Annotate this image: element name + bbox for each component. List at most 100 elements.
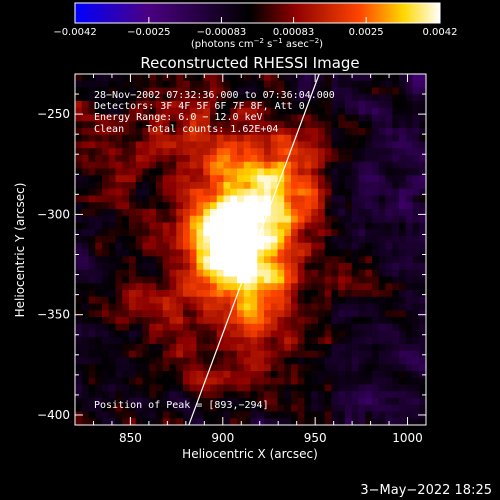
heatmap-cell <box>264 155 272 163</box>
heatmap-cell <box>324 134 333 143</box>
heatmap-cell <box>365 357 373 365</box>
heatmap-cell <box>108 168 117 176</box>
annotation-energy: Energy Range: 6.0 − 12.0 keV <box>94 112 263 123</box>
heatmap-cell <box>378 384 387 392</box>
heatmap-cell <box>365 128 373 136</box>
heatmap-cell <box>129 121 137 129</box>
heatmap-cell <box>378 121 387 129</box>
heatmap-cell <box>392 87 400 95</box>
heatmap-cell <box>338 107 346 116</box>
heatmap-cell <box>196 94 204 102</box>
heatmap-cell <box>162 87 171 95</box>
heatmap-cell <box>189 391 198 399</box>
heatmap-cell <box>345 161 353 170</box>
heatmap-cell <box>122 101 130 109</box>
heatmap-cell <box>399 161 407 170</box>
heatmap-cell <box>257 296 265 305</box>
heatmap-cell <box>156 209 164 217</box>
heatmap-cell <box>284 276 292 284</box>
heatmap-cell <box>75 303 83 311</box>
heatmap-cell <box>129 344 137 352</box>
heatmap-cell <box>149 134 157 143</box>
heatmap-cell <box>358 74 366 82</box>
heatmap-cell <box>365 296 373 305</box>
heatmap-cell <box>142 202 150 210</box>
colorbar-tick-label: −0.00083 <box>197 27 247 38</box>
heatmap-cell <box>372 209 380 217</box>
heatmap-cell <box>243 350 252 359</box>
heatmap-cell <box>324 371 333 379</box>
heatmap-cell <box>338 236 346 244</box>
heatmap-cell <box>351 303 360 311</box>
heatmap-cell <box>183 296 191 305</box>
heatmap-cell <box>88 330 96 338</box>
heatmap-cell <box>419 263 426 271</box>
heatmap-cell <box>210 269 218 278</box>
heatmap-cell <box>270 256 279 264</box>
heatmap-cell <box>183 101 191 109</box>
heatmap-cell <box>351 317 360 325</box>
heatmap-cell <box>230 398 238 406</box>
heatmap-cell <box>210 107 218 116</box>
heatmap-cell <box>405 418 414 425</box>
heatmap-cell <box>385 175 393 183</box>
heatmap-cell <box>277 175 285 183</box>
heatmap-cell <box>250 215 258 224</box>
heatmap-cell <box>156 74 164 82</box>
heatmap-cell <box>331 330 339 338</box>
heatmap-cell <box>230 87 238 95</box>
heatmap-cell <box>129 398 137 406</box>
heatmap-cell <box>196 377 204 386</box>
heatmap-cell <box>196 128 204 136</box>
heatmap-cell <box>88 276 96 284</box>
heatmap-cell <box>318 303 326 311</box>
heatmap-cell <box>216 215 225 224</box>
heatmap-cell <box>129 134 137 143</box>
heatmap-cell <box>399 128 407 136</box>
heatmap-cell <box>338 249 346 257</box>
heatmap-cell <box>297 398 306 406</box>
heatmap-cell <box>331 418 339 425</box>
heatmap-cell <box>419 121 426 129</box>
heatmap-cell <box>156 337 164 345</box>
heatmap-cell <box>189 148 198 156</box>
heatmap-cell <box>162 290 171 298</box>
heatmap-cell <box>304 404 312 413</box>
heatmap-cell <box>210 175 218 183</box>
heatmap-cell <box>372 344 380 352</box>
heatmap-cell <box>81 202 90 210</box>
heatmap-cell <box>270 357 279 365</box>
heatmap-cell <box>230 377 238 386</box>
heatmap-cell <box>270 94 279 102</box>
heatmap-cell <box>392 222 400 230</box>
heatmap-cell <box>176 94 184 102</box>
heatmap-cell <box>183 222 191 230</box>
heatmap-cell <box>176 296 184 305</box>
heatmap-cell <box>216 101 225 109</box>
heatmap-cell <box>385 134 393 143</box>
heatmap-cell <box>243 411 252 419</box>
heatmap-cell <box>405 364 414 372</box>
heatmap-cell <box>311 195 319 203</box>
heatmap-cell <box>345 74 353 82</box>
heatmap-cell <box>210 364 218 372</box>
heatmap-cell <box>230 364 238 372</box>
heatmap-cell <box>122 303 130 311</box>
heatmap-cell <box>250 222 258 230</box>
heatmap-cell <box>277 202 285 210</box>
heatmap-cell <box>223 256 231 264</box>
heatmap-cell <box>162 418 171 425</box>
heatmap-cell <box>95 249 103 257</box>
heatmap-cell <box>345 276 353 284</box>
heatmap-cell <box>176 256 184 264</box>
heatmap-cell <box>129 94 137 102</box>
heatmap-cell <box>304 371 312 379</box>
heatmap-cell <box>183 195 191 203</box>
heatmap-cell <box>250 80 258 89</box>
heatmap-cell <box>419 242 426 251</box>
heatmap-cell <box>81 263 90 271</box>
heatmap-cell <box>378 236 387 244</box>
heatmap-cell <box>277 188 285 197</box>
heatmap-cell <box>216 411 225 419</box>
heatmap-cell <box>297 411 306 419</box>
